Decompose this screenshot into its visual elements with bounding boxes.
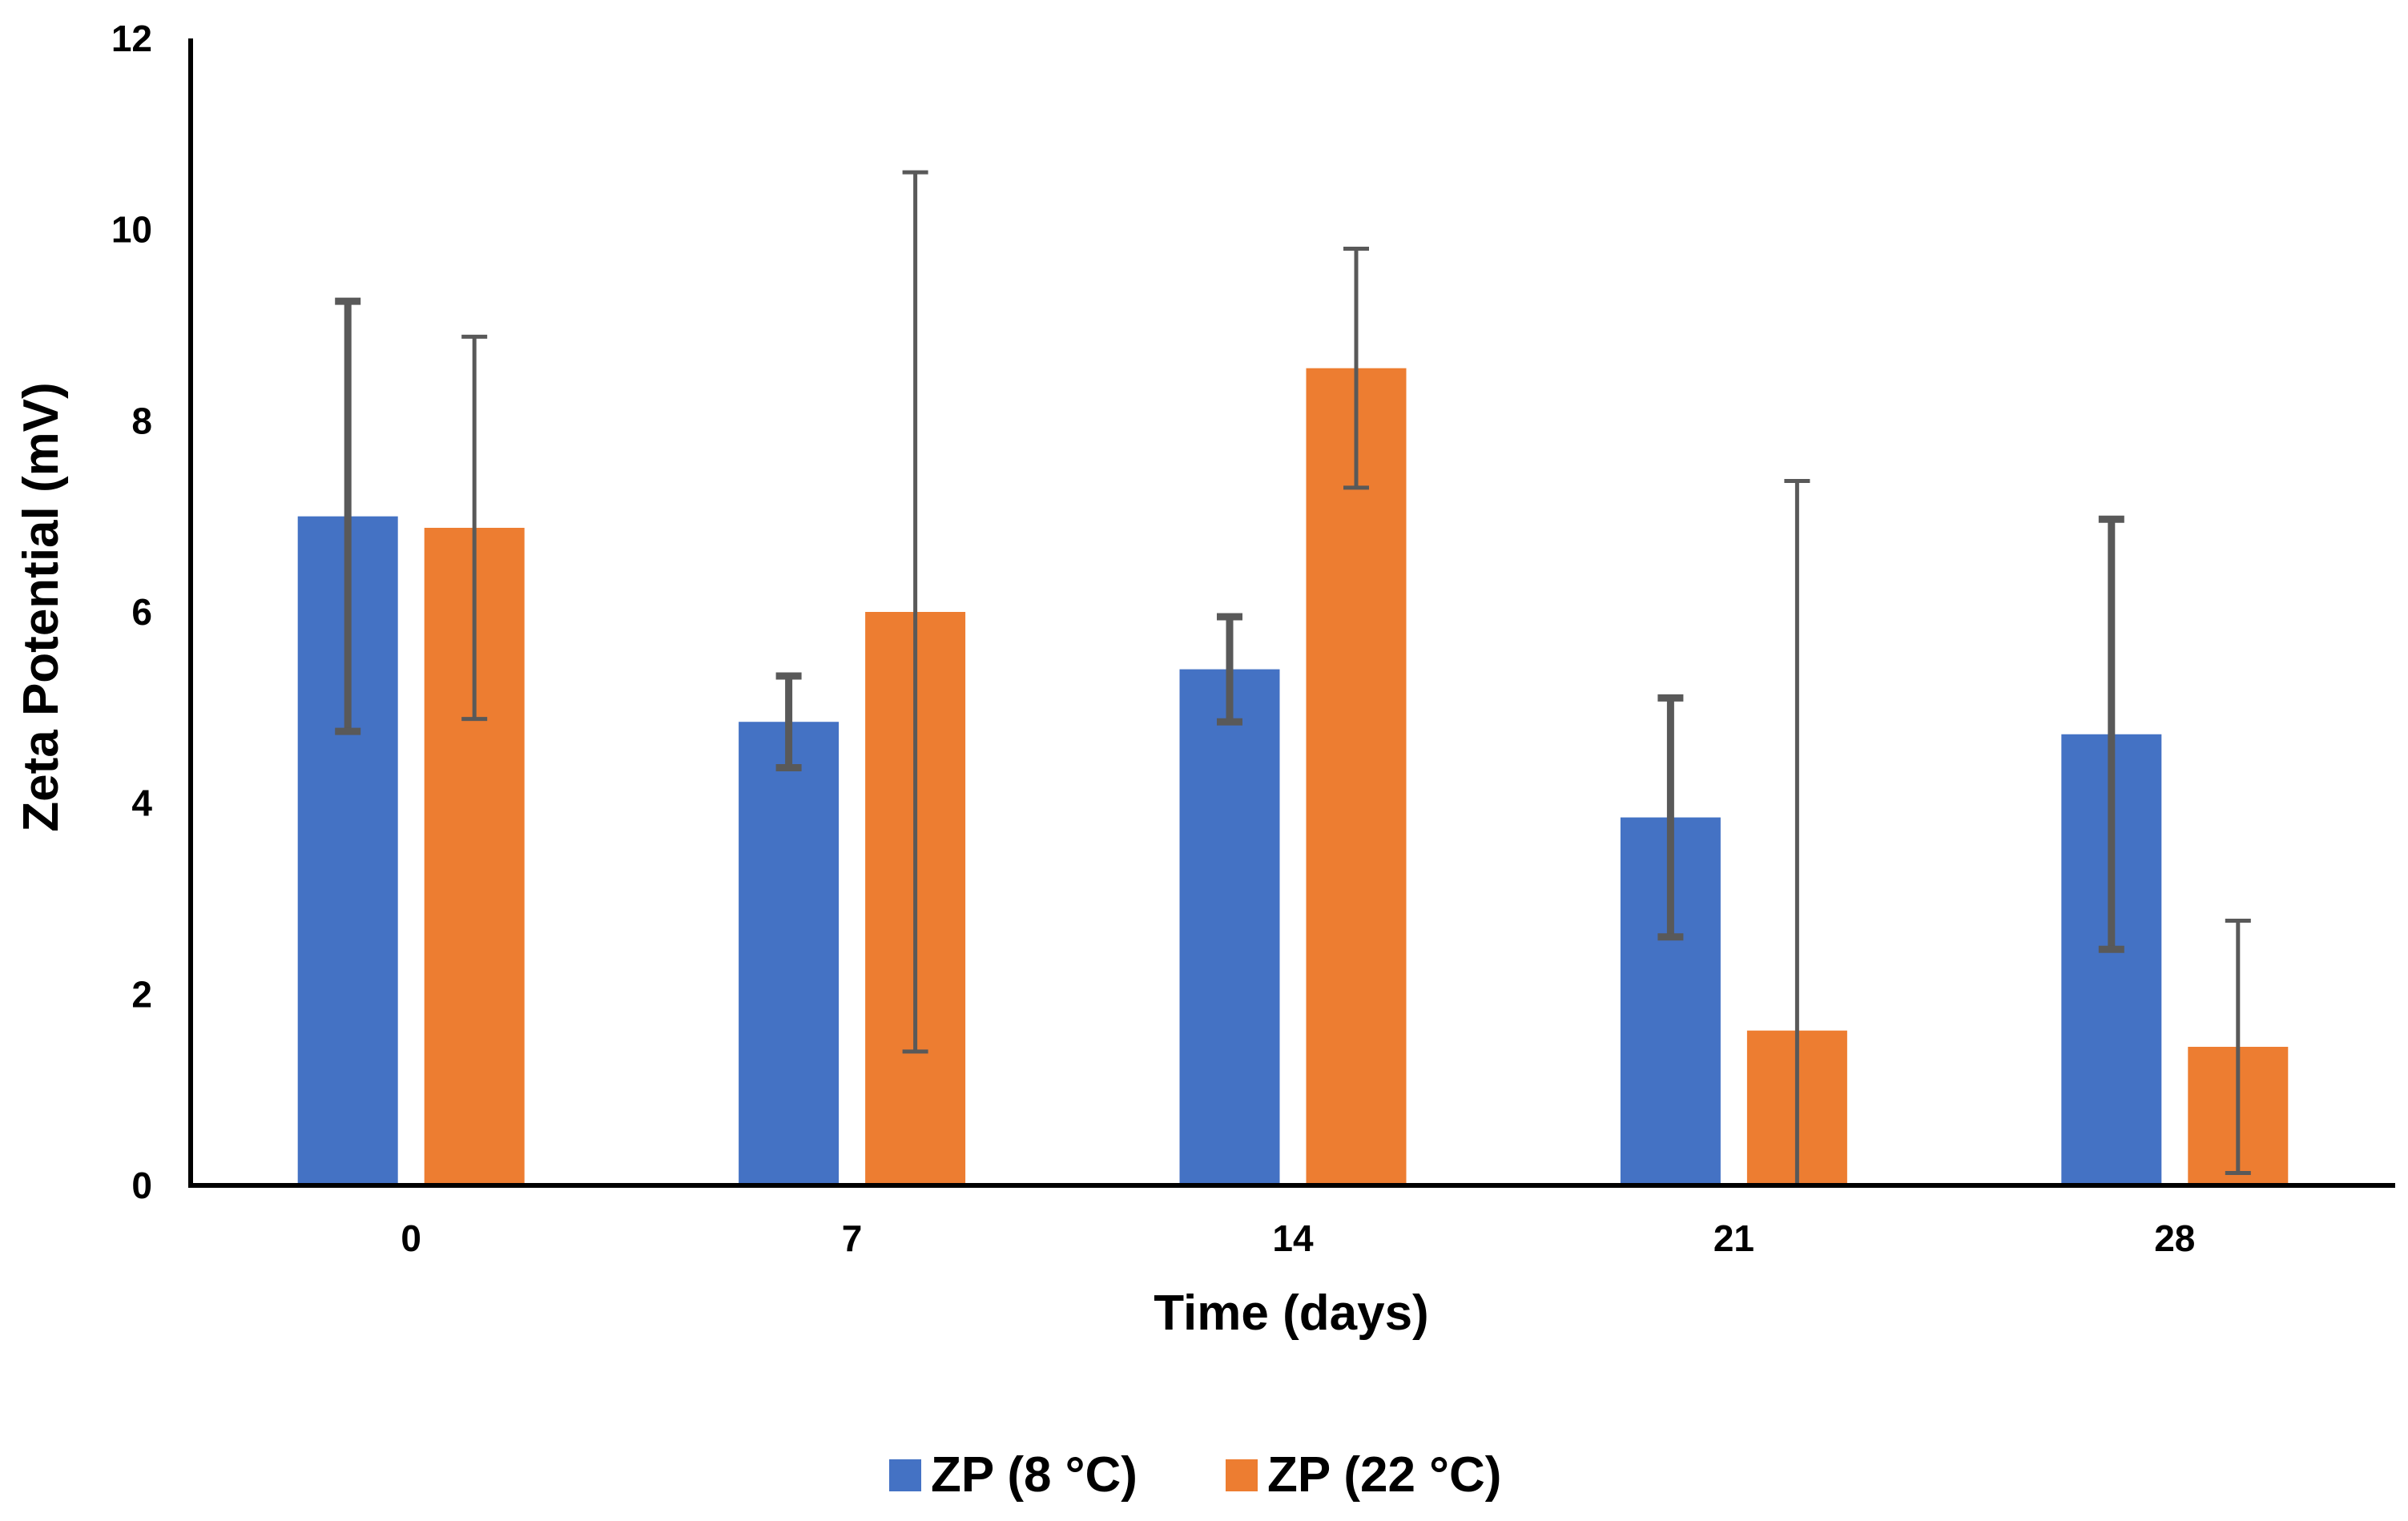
legend: ZP (8 °C) ZP (22 °C) (889, 1447, 1501, 1503)
x-tick-label: 21 (1713, 1217, 1754, 1259)
x-tick-label: 0 (401, 1217, 421, 1259)
bar-zp-22c-day-14 (1306, 368, 1407, 1185)
legend-label: ZP (8 °C) (931, 1447, 1138, 1503)
bars (297, 368, 2289, 1185)
y-tick-label: 4 (131, 783, 152, 824)
y-tick-label: 6 (131, 591, 152, 633)
y-tick-label: 12 (111, 18, 152, 59)
y-tick-label: 8 (131, 400, 152, 441)
legend-swatch (1226, 1459, 1258, 1491)
axes (188, 38, 2395, 1188)
y-tick-label: 2 (131, 973, 152, 1015)
legend-label: ZP (22 °C) (1267, 1447, 1501, 1503)
y-tick-label: 0 (131, 1165, 152, 1206)
x-tick-label: 7 (842, 1217, 863, 1259)
x-axis-title: Time (days) (1154, 1286, 1428, 1341)
x-tick-label: 14 (1272, 1217, 1314, 1259)
y-axis-ticks: 0 2 4 6 8 10 12 (111, 18, 153, 1206)
x-axis-ticks: 0 7 14 21 28 (401, 1217, 2195, 1259)
bar-zp-8c-day-14 (1179, 669, 1280, 1185)
error-bars (335, 170, 2251, 1188)
bar-zp-8c-day-7 (739, 722, 840, 1185)
x-tick-label: 28 (2154, 1217, 2195, 1259)
y-axis-title: Zeta Potential (mV) (14, 382, 69, 832)
y-tick-label: 10 (111, 209, 152, 251)
legend-swatch (889, 1459, 921, 1491)
